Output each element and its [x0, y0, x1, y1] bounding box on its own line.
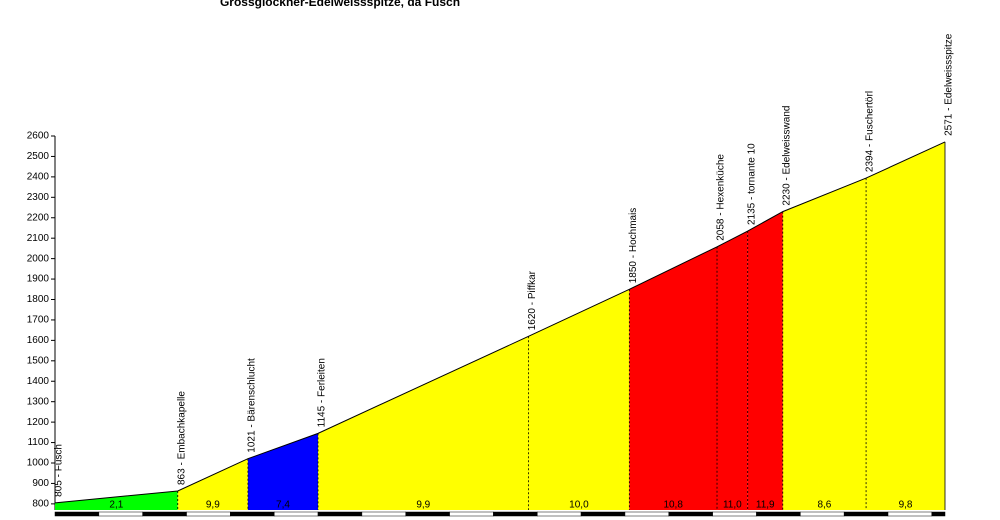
segment	[866, 141, 945, 511]
segment	[318, 336, 529, 510]
scale-bar	[756, 511, 801, 517]
y-tick-label: 1200	[27, 417, 50, 428]
scale-bar	[712, 511, 757, 517]
scale-bar	[317, 511, 363, 517]
point-label: 1620 - Piffkar	[527, 270, 538, 330]
gradient-label: 11,0	[723, 500, 742, 511]
y-tick-label: 2400	[27, 172, 50, 183]
gradient-label: 9,8	[899, 500, 913, 511]
segment	[247, 433, 319, 510]
y-tick-label: 2000	[27, 253, 50, 264]
gradient-label: 10,0	[569, 500, 589, 511]
point-label: 2058 - Hexenküche	[716, 154, 727, 241]
gradient-label: 10,8	[663, 500, 683, 511]
y-tick-label: 2100	[27, 233, 50, 244]
scale-bar	[668, 511, 713, 517]
scale-bar	[887, 511, 933, 517]
scale-bar	[405, 511, 450, 517]
y-tick-label: 1900	[27, 274, 50, 285]
gradient-label: 8,6	[817, 500, 831, 511]
scale-bar	[537, 511, 582, 517]
y-tick-label: 2600	[27, 131, 50, 142]
point-label: 2135 - tornante 10	[746, 143, 757, 225]
scale-bar	[449, 511, 494, 517]
scale-bar	[142, 511, 187, 517]
point-label: 2571 - Edelweissspitze	[944, 33, 955, 136]
point-label: 863 - Embachkapelle	[176, 391, 187, 485]
point-label: 1850 - Hochmais	[628, 208, 639, 284]
point-label: 1145 - Ferleiten	[317, 358, 328, 427]
y-tick-label: 1100	[27, 437, 49, 448]
y-tick-label: 1000	[27, 458, 50, 469]
scale-bar	[800, 511, 845, 517]
segment	[717, 231, 748, 511]
scale-bar	[931, 511, 946, 517]
y-tick-label: 2300	[27, 192, 50, 203]
scale-bar	[361, 511, 406, 517]
scale-bar	[843, 511, 889, 517]
y-tick-label: 2500	[27, 151, 50, 162]
scale-bar	[54, 511, 100, 517]
scale-bar	[186, 511, 231, 517]
scale-bar	[624, 511, 670, 517]
point-label: 805 - Fusch	[54, 444, 65, 497]
y-tick-label: 2200	[27, 212, 50, 223]
scale-bar	[98, 511, 143, 517]
point-label: 2394 - Fuschertörl	[865, 91, 876, 172]
y-tick-label: 1600	[27, 335, 50, 346]
gradient-label: 2,1	[109, 500, 123, 511]
y-tick-label: 900	[32, 478, 49, 489]
gradient-label: 9,9	[206, 500, 220, 511]
scale-bar	[273, 511, 319, 517]
point-label: 2230 - Edelweisswand	[781, 106, 792, 206]
segment	[55, 490, 178, 510]
gradient-label: 9,9	[416, 500, 430, 511]
y-tick-label: 1700	[27, 315, 50, 326]
scale-bar	[493, 511, 538, 517]
segment	[747, 211, 783, 510]
y-tick-label: 1400	[27, 376, 50, 387]
chart-title: Grossglockner-Edelweissspitze, da Fusch	[220, 0, 460, 9]
y-tick-label: 800	[32, 499, 49, 510]
segment	[528, 289, 630, 510]
segment	[629, 246, 718, 510]
y-tick-label: 1800	[27, 294, 50, 305]
segment	[782, 178, 867, 511]
segment	[177, 458, 248, 510]
y-tick-label: 1300	[27, 396, 50, 407]
scale-bar	[580, 511, 626, 517]
gradient-label: 7,4	[276, 500, 290, 511]
point-label: 1021 - Bärenschlucht	[247, 358, 258, 453]
scale-bar	[230, 511, 275, 517]
gradient-label: 11,9	[756, 500, 775, 511]
y-tick-label: 1500	[27, 355, 50, 366]
